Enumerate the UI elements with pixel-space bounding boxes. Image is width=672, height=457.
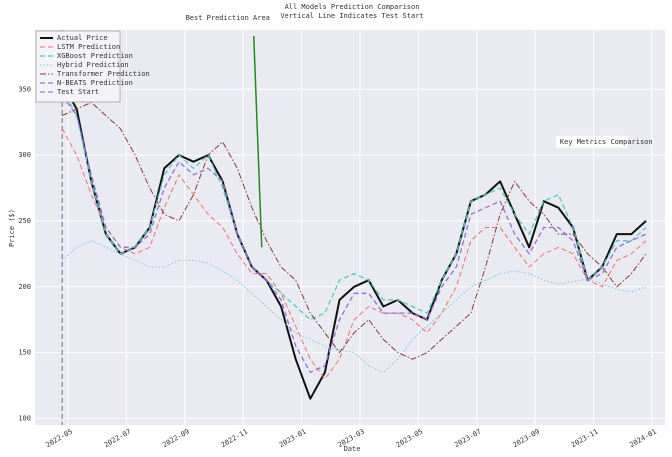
x-tick-label: 2023-07 — [453, 428, 483, 450]
annotation-text: Best Prediction Area — [186, 14, 270, 22]
x-tick-label: 2023-11 — [570, 428, 600, 450]
y-tick-label: 250 — [18, 217, 31, 225]
annotation-box — [555, 135, 628, 148]
x-tick-label: 2022-05 — [44, 428, 74, 450]
legend-label: LSTM Prediction — [57, 43, 120, 51]
y-tick-label: 150 — [18, 349, 31, 357]
legend-box — [35, 30, 121, 103]
y-tick-label: 100 — [18, 414, 31, 422]
legend-label: Test Start — [57, 88, 99, 96]
x-tick-label: 2022-11 — [220, 428, 250, 450]
y-tick-label: 350 — [18, 85, 31, 93]
x-tick-label: 2022-09 — [161, 428, 191, 450]
series-line — [61, 95, 647, 373]
x-tick-label: 2023-01 — [278, 428, 308, 450]
x-tick-label: 2023-05 — [395, 428, 425, 450]
series-line — [61, 82, 647, 400]
y-axis-label: Price ($) — [8, 209, 16, 247]
annotation-text: Key Metrics Comparison — [560, 138, 653, 146]
legend-label: XGBoost Prediction — [57, 52, 133, 60]
x-axis-label: Date — [344, 445, 361, 453]
chart-title: All Models Prediction Comparison — [285, 3, 420, 11]
x-tick-label: 2022-07 — [103, 428, 133, 450]
legend-label: Transformer Prediction — [57, 70, 150, 78]
x-tick-label: 2024-01 — [628, 428, 658, 450]
legend-label: Actual Price — [57, 34, 108, 42]
plot-area — [35, 30, 665, 425]
series-line — [61, 128, 647, 380]
y-tick-label: 200 — [18, 283, 31, 291]
x-tick-label: 2023-09 — [512, 428, 542, 450]
legend-label: Hybrid Prediction — [57, 61, 129, 69]
chart-subtitle: Vertical Line Indicates Test Start — [280, 12, 423, 20]
series-line — [61, 101, 647, 360]
legend-label: N-BEATS Prediction — [57, 79, 133, 87]
annotation-line — [252, 35, 263, 248]
series-line — [61, 240, 647, 373]
series-line — [61, 88, 647, 321]
y-tick-label: 300 — [18, 151, 31, 159]
